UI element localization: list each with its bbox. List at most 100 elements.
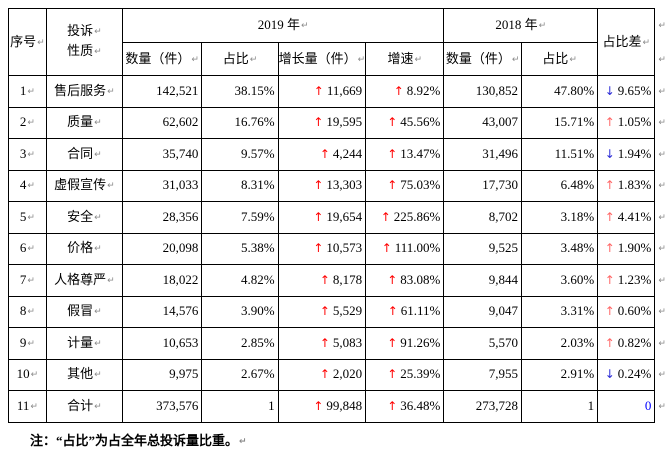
- row-end-mark: ↵: [655, 296, 667, 328]
- paragraph-mark: ↵: [538, 21, 547, 32]
- subheader-qty-2019: 数量（件）↵: [121, 42, 203, 76]
- subheader-rate-2019: 增速↵: [365, 42, 445, 76]
- serial-cell: 9↵: [8, 327, 47, 360]
- share-diff-cell: ↑ 1.83%: [597, 169, 656, 202]
- serial-cell: 5↵: [8, 201, 47, 234]
- up-arrow-icon: ↑: [313, 115, 324, 130]
- table-row: 8↵ 假冒↵ 14,576 3.90% ↑ 5,529 ↑ 61.11% 9,047 3.31% ↑…: [8, 295, 667, 328]
- nature-cell: 质量↵: [45, 106, 123, 139]
- paragraph-mark: ↵: [357, 54, 366, 65]
- growth-2019-cell: ↑ 4,244: [277, 138, 367, 171]
- rate-2019-cell: ↑ 61.11%: [365, 295, 445, 328]
- paragraph-mark: ↵: [414, 54, 423, 65]
- up-arrow-icon: ↑: [387, 146, 398, 161]
- subheader-qty-2018: 数量（件）↵: [443, 42, 522, 76]
- row-end-mark: ↵: [655, 170, 667, 202]
- qty-2019-cell: 35,740: [121, 138, 203, 171]
- footnote-text: 注：“占比”为占全年总投诉量比重。: [30, 433, 239, 448]
- share-2018-cell: 3.31%: [520, 295, 599, 328]
- up-arrow-icon: ↑: [604, 178, 615, 193]
- header-share-diff: 占比差↵: [597, 8, 656, 76]
- qty-2019-cell: 14,576: [121, 295, 203, 328]
- paragraph-mark: ↵: [94, 338, 102, 349]
- up-arrow-icon: ↑: [387, 272, 398, 287]
- qty-2018-cell: 31,496: [443, 138, 522, 171]
- table-row: 11↵ 合计↵ 373,576 1 ↑ 99,848 ↑ 36.48% 273,728 1 0 ↵: [8, 390, 667, 423]
- paragraph-mark: ↵: [107, 181, 115, 192]
- qty-2018-cell: 130,852: [443, 75, 522, 108]
- serial-cell: 2↵: [8, 106, 47, 139]
- down-arrow-icon: ↓: [604, 146, 615, 161]
- share-2019-cell: 38.15%: [201, 75, 279, 108]
- up-arrow-icon: ↑: [319, 335, 330, 350]
- share-2018-cell: 2.91%: [520, 358, 599, 391]
- diff-value: 1.83%: [617, 177, 652, 193]
- paragraph-mark: ↵: [658, 244, 666, 255]
- share-2018-cell: 15.71%: [520, 106, 599, 139]
- share-2019-cell: 7.59%: [201, 201, 279, 234]
- rate-2019-cell: ↑ 8.92%: [365, 75, 445, 108]
- diff-value: 1.94%: [617, 145, 652, 161]
- up-arrow-icon: ↑: [604, 335, 615, 350]
- paragraph-mark: ↵: [658, 338, 666, 349]
- up-arrow-icon: ↑: [313, 178, 324, 193]
- row-end-mark: ↵: [655, 391, 667, 423]
- paragraph-mark: ↵: [511, 54, 520, 65]
- paragraph-mark: ↵: [94, 27, 102, 37]
- diff-value: 0.60%: [617, 303, 652, 319]
- paragraph-mark: ↵: [37, 37, 45, 48]
- up-arrow-icon: ↑: [319, 367, 330, 382]
- qty-2018-cell: 9,844: [443, 264, 522, 297]
- nature-cell: 其他↵: [45, 358, 123, 391]
- share-2018-cell: 2.03%: [520, 327, 599, 360]
- header-nature-line2: 性质↵: [67, 43, 102, 58]
- paragraph-mark: ↵: [30, 370, 39, 381]
- qty-2018-cell: 8,702: [443, 201, 522, 234]
- table-row: 1↵ 售后服务↵ 142,521 38.15% ↑ 11,669 ↑ 8.92% 130,852…: [8, 75, 667, 108]
- row-end-mark: ↵: [655, 107, 667, 139]
- subheader-share-2018: 占比↵: [520, 42, 599, 76]
- growth-2019-cell: ↑ 2,020: [277, 358, 367, 391]
- up-arrow-icon: ↑: [319, 146, 330, 161]
- diff-value: 1.23%: [617, 271, 652, 287]
- up-arrow-icon: ↑: [387, 304, 398, 319]
- paragraph-mark: ↵: [27, 86, 35, 97]
- up-arrow-icon: ↑: [387, 398, 398, 413]
- share-diff-cell: ↓ 1.94%: [597, 138, 656, 171]
- diff-value: 1.05%: [617, 114, 652, 130]
- qty-2019-cell: 28,356: [121, 201, 203, 234]
- qty-2018-cell: 9,047: [443, 295, 522, 328]
- up-arrow-icon: ↑: [604, 304, 615, 319]
- paragraph-mark: ↵: [658, 86, 666, 97]
- up-arrow-icon: ↑: [604, 115, 615, 130]
- row-end-mark: ↵: [655, 265, 667, 297]
- share-2018-cell: 1: [520, 390, 599, 423]
- diff-value: 9.65%: [617, 82, 652, 98]
- rate-2019-cell: ↑ 36.48%: [365, 390, 445, 423]
- qty-2019-cell: 18,022: [121, 264, 203, 297]
- down-arrow-icon: ↓: [604, 367, 615, 382]
- share-2019-cell: 5.38%: [201, 232, 279, 265]
- growth-2019-cell: ↑ 8,178: [277, 264, 367, 297]
- qty-2018-cell: 43,007: [443, 106, 522, 139]
- nature-cell: 假冒↵: [45, 295, 123, 328]
- paragraph-mark: ↵: [658, 181, 666, 192]
- table-row: 10↵ 其他↵ 9,975 2.67% ↑ 2,020 ↑ 25.39% 7,955 2.91% ↓…: [8, 358, 667, 391]
- diff-value: 4.41%: [617, 208, 652, 224]
- nature-cell: 人格尊严↵: [45, 264, 123, 297]
- table-row: 9↵ 计量↵ 10,653 2.85% ↑ 5,083 ↑ 91.26% 5,570 2.03% ↑…: [8, 327, 667, 360]
- nature-cell: 合计↵: [45, 390, 123, 423]
- growth-2019-cell: ↑ 10,573: [277, 232, 367, 265]
- paragraph-mark: ↵: [27, 212, 35, 223]
- nature-cell: 售后服务↵: [45, 75, 123, 108]
- share-diff-cell: ↑ 1.23%: [597, 264, 656, 297]
- share-diff-cell: ↑ 1.05%: [597, 106, 656, 139]
- share-2019-cell: 2.85%: [201, 327, 279, 360]
- growth-2019-cell: ↑ 19,595: [277, 106, 367, 139]
- table-row: 7↵ 人格尊严↵ 18,022 4.82% ↑ 8,178 ↑ 83.08% 9,844 3.60…: [8, 264, 667, 297]
- share-diff-cell: 0: [597, 390, 656, 423]
- serial-cell: 11↵: [8, 390, 47, 423]
- rate-2019-cell: ↑ 111.00%: [365, 232, 445, 265]
- qty-2019-cell: 142,521: [121, 75, 203, 108]
- nature-cell: 价格↵: [45, 232, 123, 265]
